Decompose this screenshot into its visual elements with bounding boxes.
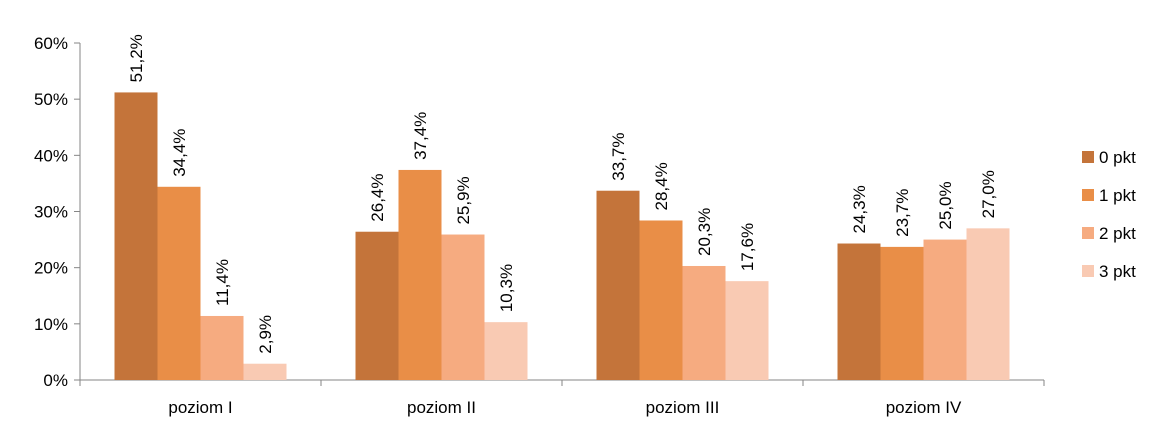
data-label: 24,3% (850, 185, 869, 233)
bar-3-pkt-4 (966, 228, 1010, 380)
bar-0-pkt-3 (596, 190, 640, 380)
x-category-label: poziom I (168, 398, 232, 417)
bar-1-pkt-4 (880, 246, 924, 380)
data-label: 2,9% (256, 315, 275, 354)
bar-1-pkt-3 (639, 220, 683, 380)
data-label: 25,0% (936, 181, 955, 229)
legend-item-1-pkt: 1 pkt (1082, 186, 1136, 205)
data-labels: 51,2% 26,4% 33,7% 24,3% 34,4% 37,4% 28,4% 23,7%… (127, 34, 998, 353)
legend-label: 2 pkt (1099, 224, 1136, 243)
x-axis: poziom I poziom II poziom III poziom IV (79, 379, 1045, 417)
bar-3-pkt-1 (243, 363, 287, 380)
legend: 0 pkt 1 pkt 2 pkt 3 pkt (1082, 148, 1136, 281)
y-tick-label: 10% (34, 315, 68, 334)
bar-1-pkt-1 (157, 186, 201, 380)
y-tick-label: 20% (34, 259, 68, 278)
data-label: 33,7% (609, 133, 628, 181)
x-category-label: poziom III (646, 398, 720, 417)
bar-2-pkt-1 (200, 315, 244, 380)
bar-3-pkt-2 (484, 322, 528, 380)
bar-2-pkt-2 (441, 234, 485, 380)
bar-0-pkt-2 (355, 231, 399, 380)
bar-1-pkt-2 (398, 169, 442, 380)
legend-item-2-pkt: 2 pkt (1082, 224, 1136, 243)
data-label: 23,7% (893, 189, 912, 237)
x-category-label: poziom II (407, 398, 476, 417)
bar-0-pkt-4 (837, 243, 881, 380)
data-label: 37,4% (411, 112, 430, 160)
legend-swatch (1082, 227, 1094, 239)
data-label: 26,4% (368, 174, 387, 222)
data-label: 17,6% (738, 223, 757, 271)
legend-swatch (1082, 151, 1094, 163)
legend-label: 3 pkt (1099, 262, 1136, 281)
data-label: 34,4% (170, 129, 189, 177)
data-label: 51,2% (127, 34, 146, 82)
y-tick-label: 50% (34, 90, 68, 109)
legend-swatch (1082, 265, 1094, 277)
data-label: 27,0% (979, 170, 998, 218)
bar-2-pkt-3 (682, 265, 726, 380)
legend-swatch (1082, 189, 1094, 201)
bar-2-pkt-4 (923, 239, 967, 380)
data-label: 20,3% (695, 208, 714, 256)
x-category-label: poziom IV (886, 398, 962, 417)
legend-item-0-pkt: 0 pkt (1082, 148, 1136, 167)
y-axis: 0% 10% 20% 30% 40% 50% 60% (34, 34, 81, 390)
legend-item-3-pkt: 3 pkt (1082, 262, 1136, 281)
legend-label: 0 pkt (1099, 148, 1136, 167)
data-label: 11,4% (213, 259, 232, 306)
legend-label: 1 pkt (1099, 186, 1136, 205)
y-tick-label: 30% (34, 203, 68, 222)
y-tick-label: 40% (34, 146, 68, 165)
data-label: 28,4% (652, 162, 671, 210)
bar-0-pkt-1 (114, 92, 158, 380)
bar-3-pkt-3 (725, 281, 769, 380)
data-label: 25,9% (454, 176, 473, 224)
y-tick-label: 0% (43, 371, 68, 390)
bars (114, 92, 1010, 380)
y-tick-label: 60% (34, 34, 68, 53)
data-label: 10,3% (497, 264, 516, 312)
